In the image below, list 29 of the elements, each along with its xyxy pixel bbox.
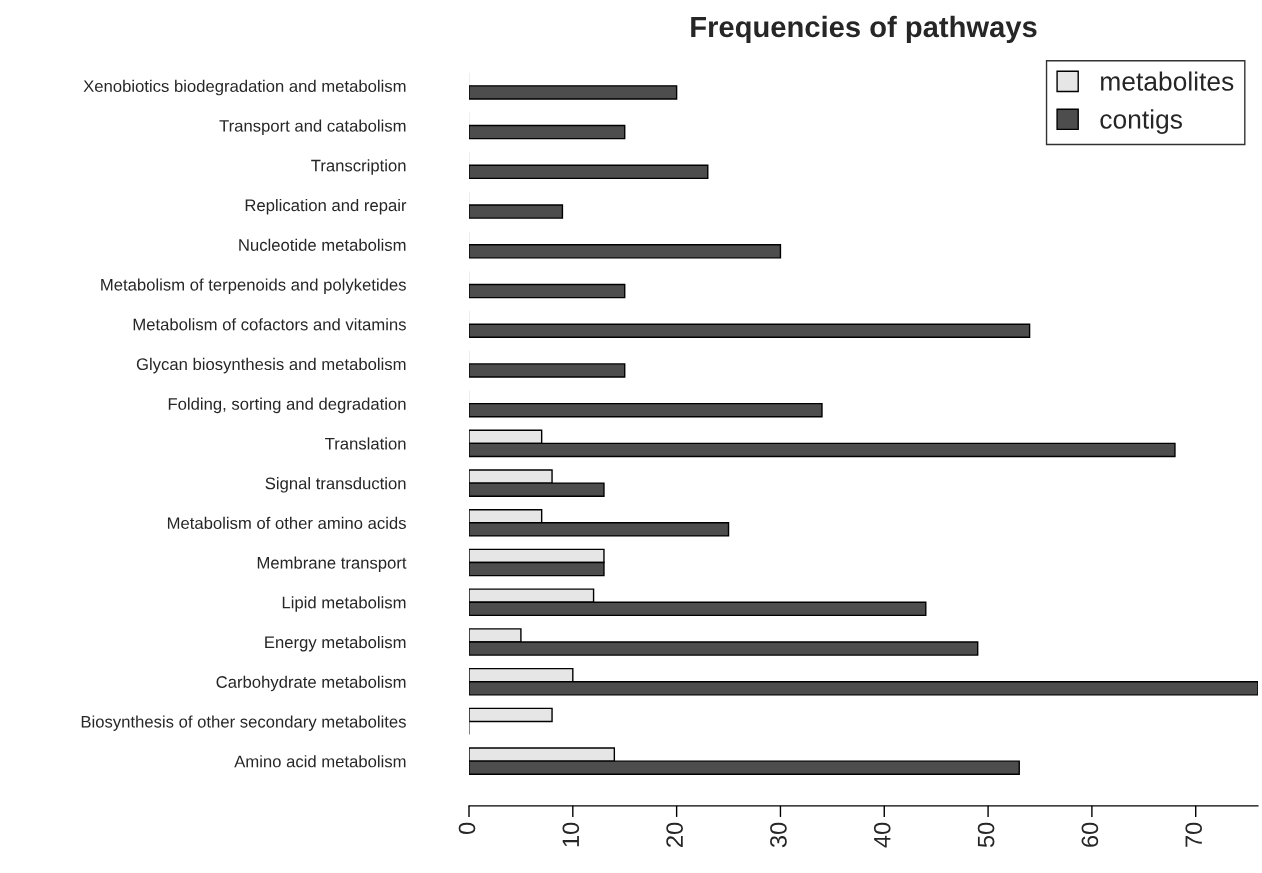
y-tick-label: Folding, sorting and degradation (168, 397, 406, 414)
y-tick-label: Metabolism of terpenoids and polyketides (101, 278, 406, 294)
x-tick-label: 0 (458, 822, 476, 835)
y-tick-label: Lipid metabolism (282, 596, 406, 612)
y-tick-label: Nucleotide metabolism (239, 238, 406, 251)
legend-label: contigs (1100, 109, 1182, 134)
y-tick-label: Metabolism of other amino acids (167, 516, 406, 530)
y-tick-label: Transport and catabolism (219, 119, 406, 136)
chart-title: Frequencies of pathways (691, 15, 1037, 44)
x-tick-label: 20 (666, 822, 683, 847)
y-tick-label: Biosynthesis of other secondary metabolites (81, 715, 406, 731)
y-tick-label: Carbohydrate metabolism (216, 675, 406, 692)
y-tick-label: Signal transduction (265, 477, 406, 493)
x-tick-label: 40 (873, 822, 891, 848)
y-tick-label: Glycan biosynthesis and metabolism (136, 357, 406, 374)
x-tick-label: 60 (1081, 822, 1099, 847)
y-tick-label: Translation (325, 437, 406, 450)
y-tick-label: Transcription (311, 159, 406, 175)
x-tick-label: 10 (562, 822, 580, 847)
x-tick-label: 70 (1185, 822, 1203, 847)
y-tick-label: Membrane transport (257, 556, 407, 573)
x-tick-label: 50 (977, 822, 995, 848)
legend-label: metabolites (1101, 71, 1234, 91)
y-tick-label: Amino acid metabolism (234, 755, 406, 768)
y-tick-label: Energy metabolism (265, 635, 406, 652)
y-tick-label: Metabolism of cofactors and vitamins (133, 318, 406, 331)
y-tick-label: Xenobiotics biodegradation and metabolism (83, 79, 406, 96)
y-tick-label: Replication and repair (245, 198, 407, 215)
x-tick-label: 30 (770, 822, 787, 848)
